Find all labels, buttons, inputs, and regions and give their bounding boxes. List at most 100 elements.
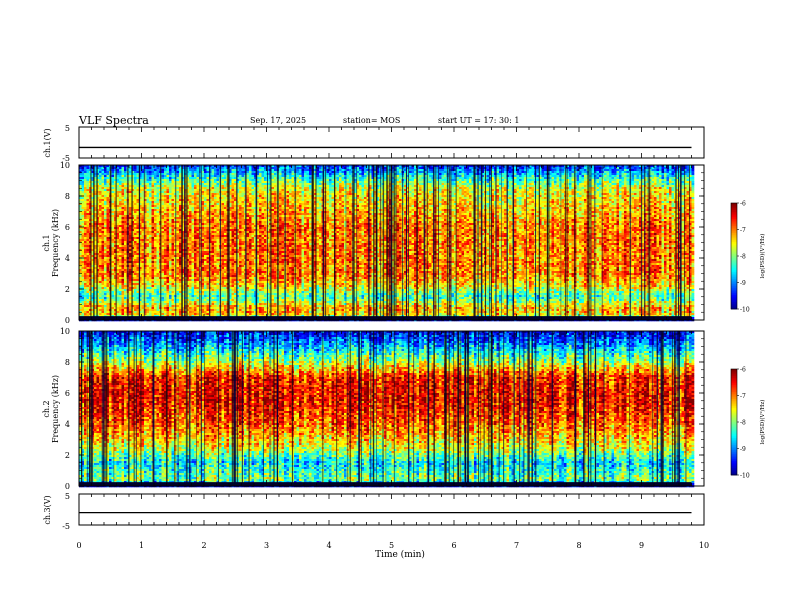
- spectrogram-cell: [579, 181, 582, 183]
- spectrogram-cell: [304, 183, 307, 185]
- spectrogram-cell: [612, 171, 615, 173]
- spectrogram-cell: [207, 201, 210, 203]
- spectrogram-cell: [87, 187, 90, 189]
- spectrogram-cell: [299, 189, 302, 191]
- spectrogram-cell: [117, 201, 120, 203]
- spectrogram-cell: [309, 171, 312, 173]
- spectrogram-cell: [344, 179, 347, 181]
- spectrogram-cell: [562, 191, 565, 193]
- spectrogram-cell: [122, 167, 125, 169]
- spectrogram-cell: [212, 177, 215, 179]
- spectrogram-cell: [307, 201, 310, 203]
- spectrogram-cell: [502, 203, 505, 205]
- spectrogram-cell: [409, 191, 412, 193]
- spectrogram-cell: [212, 187, 215, 189]
- spectrogram-cell: [492, 177, 495, 179]
- spectrogram-cell: [197, 181, 200, 183]
- spectrogram-cell: [579, 189, 582, 191]
- spectrogram-cell: [632, 197, 635, 199]
- spectrogram-cell: [302, 181, 305, 183]
- spectrogram-cell: [214, 169, 217, 171]
- spectrogram-cell: [152, 195, 155, 197]
- spectrogram-cell: [202, 203, 205, 205]
- spectrogram-cell: [439, 173, 442, 175]
- spectrogram-cell: [682, 181, 685, 183]
- spectrogram-cell: [442, 195, 445, 197]
- spectrogram-cell: [177, 197, 180, 199]
- spectrogram-cell: [582, 201, 585, 203]
- spectrogram-cell: [459, 203, 462, 205]
- spectrogram-cell: [592, 189, 595, 191]
- spectrogram-cell: [509, 181, 512, 183]
- spectrogram-cell: [654, 169, 657, 171]
- spectrogram-cell: [464, 189, 467, 191]
- spectrogram-cell: [232, 203, 235, 205]
- spectrogram-cell: [397, 169, 400, 171]
- spectrogram-cell: [464, 185, 467, 187]
- spectrogram-cell: [552, 177, 555, 179]
- spectrogram-cell: [342, 175, 345, 177]
- spectrogram-cell: [169, 175, 172, 177]
- spectrogram-cell: [157, 179, 160, 181]
- spectrogram-cell: [599, 175, 602, 177]
- spectrogram-cell: [617, 187, 620, 189]
- spectrogram-cell: [154, 177, 157, 179]
- spectrogram-cell: [349, 195, 352, 197]
- spectrogram-cell: [292, 191, 295, 193]
- spectrogram-cell: [252, 199, 255, 201]
- spectrogram-cell: [134, 201, 137, 203]
- spectrogram-cell: [687, 167, 690, 169]
- spectrogram-cell: [504, 191, 507, 193]
- spectrogram-cell: [177, 185, 180, 187]
- spectrogram-cell: [469, 203, 472, 205]
- spectrogram-cell: [627, 195, 630, 197]
- spectrogram-cell: [397, 195, 400, 197]
- spectrogram-cell: [557, 191, 560, 193]
- spectrogram-cell: [569, 193, 572, 195]
- spectrogram-cell: [527, 189, 530, 191]
- spectrogram-cell: [612, 183, 615, 185]
- spectrogram-cell: [317, 203, 320, 205]
- spectrogram-cell: [457, 183, 460, 185]
- spectrogram-cell: [582, 185, 585, 187]
- spectrogram-cell: [99, 185, 102, 187]
- spectrogram-cell: [517, 181, 520, 183]
- spectrogram-cell: [509, 193, 512, 195]
- spectrogram-cell: [164, 173, 167, 175]
- spectrogram-cell: [517, 167, 520, 169]
- spectrogram-cell: [439, 183, 442, 185]
- spectrogram-cell: [149, 199, 152, 201]
- spectrogram-cell: [584, 191, 587, 193]
- spectrogram-cell: [104, 187, 107, 189]
- spectrogram-cell: [267, 171, 270, 173]
- spectrogram-cell: [162, 175, 165, 177]
- spectrogram-cell: [279, 173, 282, 175]
- spectrogram-cell: [342, 183, 345, 185]
- spectrogram-cell: [134, 183, 137, 185]
- figure-title: VLF Spectra: [78, 114, 149, 127]
- spectrogram-cell: [617, 173, 620, 175]
- spectrogram-cell: [112, 195, 115, 197]
- spectrogram-cell: [274, 191, 277, 193]
- spectrogram-cell: [364, 169, 367, 171]
- spectrogram-cell: [84, 181, 87, 183]
- spectrogram-cell: [119, 199, 122, 201]
- spectrogram-cell: [584, 189, 587, 191]
- spectrogram-cell: [557, 167, 560, 169]
- spectrogram-cell: [569, 189, 572, 191]
- spectrogram-cell: [212, 167, 215, 169]
- spectrogram-cell: [522, 171, 525, 173]
- spectrogram-cell: [87, 181, 90, 183]
- spectrogram-cell: [232, 179, 235, 181]
- spectrogram-cell: [304, 179, 307, 181]
- spectrogram-cell: [617, 199, 620, 201]
- spectrogram-cell: [319, 183, 322, 185]
- spectrogram-cell: [299, 175, 302, 177]
- spectrogram-cell: [597, 171, 600, 173]
- spectrogram-cell: [344, 193, 347, 195]
- spectrogram-cell: [262, 195, 265, 197]
- spectrogram-cell: [532, 203, 535, 205]
- spectrogram-cell: [349, 173, 352, 175]
- spectrogram-cell: [509, 179, 512, 181]
- spectrogram-cell: [224, 181, 227, 183]
